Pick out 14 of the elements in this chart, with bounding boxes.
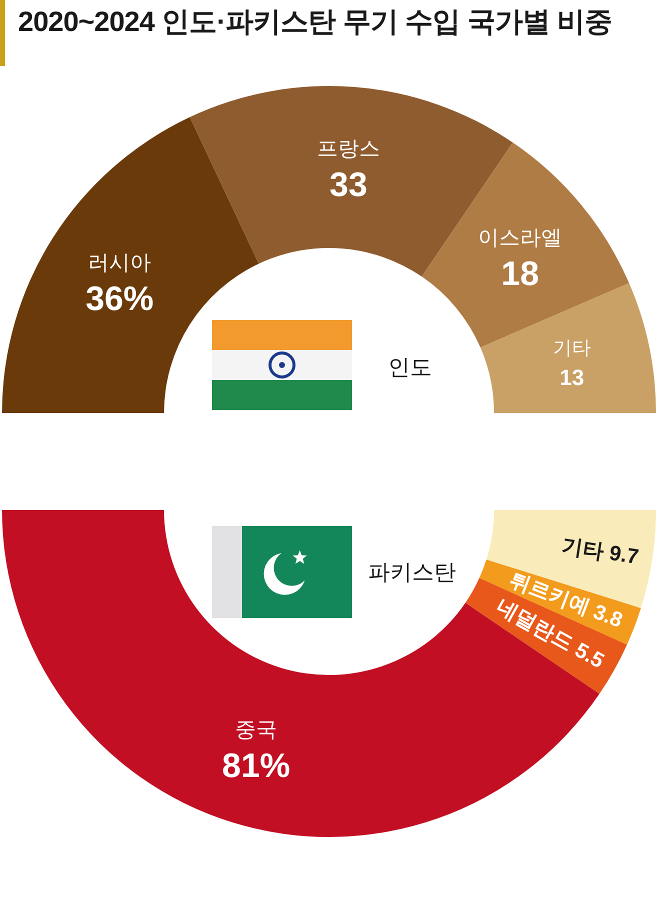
- slice-label: 기타 9.7: [560, 534, 640, 569]
- chart-title: 2020~2024 인도·파키스탄 무기 수입 국가별 비중: [18, 6, 612, 37]
- text: 파키스탄: [368, 560, 456, 584]
- data-label: 36%: [86, 280, 154, 318]
- slice-label: 이스라엘: [478, 226, 562, 250]
- slice-label: 중국: [235, 718, 278, 742]
- data-label: 33: [330, 166, 368, 204]
- slice-label: 러시아: [88, 252, 152, 275]
- data-label: 18: [501, 254, 539, 293]
- slice-label: 프랑스: [316, 137, 380, 160]
- text: 인도: [388, 354, 432, 380]
- slice-label: 기타: [552, 338, 591, 360]
- data-label: 13: [560, 365, 584, 390]
- data-label: 81%: [222, 747, 290, 786]
